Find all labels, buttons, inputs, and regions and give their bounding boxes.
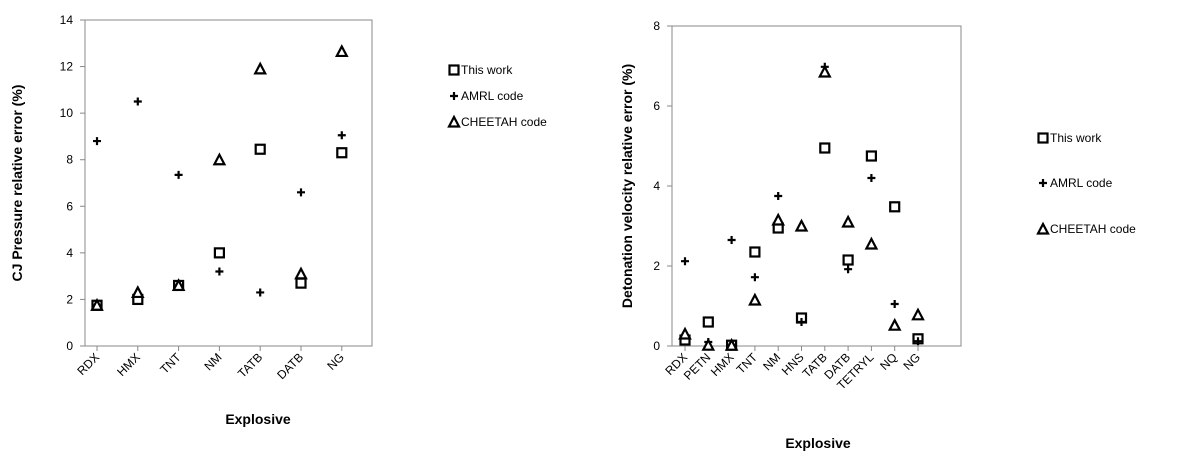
data-point [727,236,736,244]
y-tick-label: 0 [66,339,73,353]
x-tick-label: NQ [877,350,900,373]
data-point [297,188,305,197]
data-point [889,201,901,213]
legend: This work AMRL code CHEETAH code [447,63,547,129]
series-cheetah-code [90,44,349,311]
x-tick-label: NM [201,350,224,373]
plot-area-border [84,19,373,347]
y-tick-label: 6 [66,199,73,213]
legend: This work AMRL code CHEETAH code [1036,131,1136,236]
data-point [771,212,786,226]
x-axis-label: Explosive [225,411,291,427]
y-axis-label: CJ Pressure relative error (%) [9,85,25,282]
data-point [295,277,307,289]
x-tick-label: HMX [114,350,143,379]
data-point [819,142,831,154]
legend-entry: AMRL code [461,89,524,103]
x-tick-label: TNT [734,350,761,377]
y-tick-label: 6 [653,99,660,113]
data-point [797,318,806,326]
data-point [867,174,876,182]
data-point [213,247,225,259]
data-point [256,288,265,297]
data-point [253,61,268,75]
legend-entry: AMRL code [1050,176,1113,190]
data-point [678,326,692,340]
data-point [748,292,762,306]
data-point [842,254,854,266]
x-tick-label: HMX [708,350,737,379]
data-point [887,317,902,331]
series-cheetah-code [678,64,925,351]
data-point [336,147,348,159]
data-point [774,192,783,200]
data-point [174,170,183,179]
legend-entry: CHEETAH code [461,115,547,129]
x-tick-label: NG [324,350,347,373]
x-tick-label: DATB [274,350,306,382]
data-point [212,152,227,166]
data-point [865,150,878,162]
x-tick-label: TATB [235,350,265,380]
y-tick-label: 2 [653,259,660,273]
y-tick-label: 8 [66,153,73,167]
legend-marker [448,64,460,76]
y-axis-label: Detonation velocity relative error (%) [619,64,635,308]
data-point [794,218,809,232]
legend-entry: This work [461,63,513,77]
y-tick-label: 14 [60,13,74,27]
y-tick-label: 0 [653,339,660,353]
x-tick-label: RDX [74,350,102,378]
legend-marker [1039,179,1047,187]
series-this-work [91,143,348,311]
data-point [681,257,689,266]
data-point [914,337,922,346]
y-tick-label: 8 [653,19,660,33]
legend-marker [1036,221,1050,235]
data-point [334,44,349,58]
legend-marker [447,114,461,128]
data-point [841,214,855,228]
series-amrl-code [681,62,922,346]
data-point [702,316,714,328]
data-point [133,97,142,106]
data-point [294,266,308,280]
data-point [90,297,104,311]
data-point [130,285,145,299]
plot-area-border [671,25,962,347]
y-tick-label: 2 [66,292,73,306]
data-point [215,267,224,276]
y-tick-label: 4 [66,246,73,260]
data-point [724,337,739,351]
data-point [890,300,899,308]
data-point [749,246,761,258]
data-point [911,307,925,321]
series-amrl-code [93,97,346,297]
y-tick-label: 12 [60,60,74,74]
data-point [844,265,853,274]
data-point [171,278,186,292]
data-point [701,337,716,351]
data-point [864,236,879,250]
x-tick-label: PETN [681,350,714,383]
y-tick-label: 10 [60,106,74,120]
chart-1: 0 2 4 6 8 10 12 14 RDX HMX TNT NM TATB DATB NG Explosiv… [9,13,547,427]
data-point [817,64,832,78]
data-point [93,137,101,146]
data-point [337,131,346,140]
y-tick-label: 4 [653,179,660,193]
x-tick-label: TNT [157,350,184,377]
legend-marker [450,92,458,100]
legend-entry: This work [1050,131,1102,145]
data-point [254,143,266,155]
data-point [750,273,759,282]
legend-entry: CHEETAH code [1050,222,1136,236]
x-tick-label: NG [900,350,923,373]
x-axis-label: Explosive [785,435,851,451]
legend-marker [1037,132,1049,144]
